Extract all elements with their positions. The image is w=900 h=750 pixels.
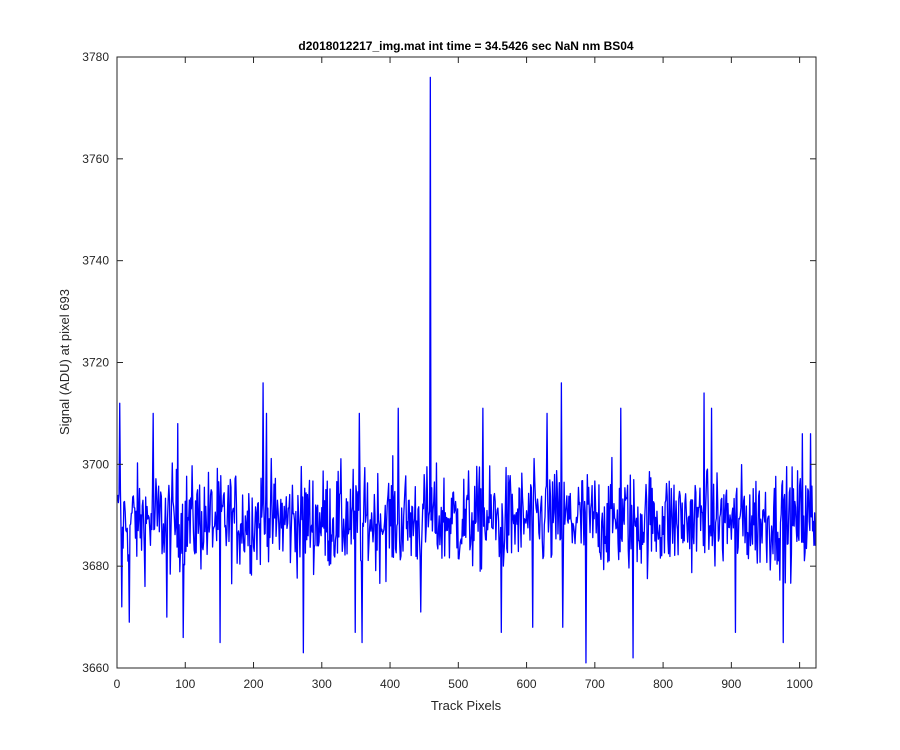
y-tick-label: 3680 <box>82 559 109 573</box>
chart-title: d2018012217_img.mat int time = 34.5426 s… <box>298 39 634 53</box>
x-tick-label: 400 <box>380 677 400 691</box>
y-axis-label: Signal (ADU) at pixel 693 <box>57 289 72 435</box>
y-tick-label: 3740 <box>82 254 109 268</box>
series-layer <box>117 76 817 664</box>
x-tick-label: 200 <box>244 677 264 691</box>
x-ticks: 0 100 200 300 400 500 600 700 800 900 1000 <box>114 57 813 691</box>
x-tick-label: 300 <box>312 677 332 691</box>
x-axis-label: Track Pixels <box>431 698 502 713</box>
x-tick-label: 800 <box>653 677 673 691</box>
x-tick-label: 600 <box>517 677 537 691</box>
x-tick-label: 100 <box>175 677 195 691</box>
x-tick-label: 500 <box>448 677 468 691</box>
x-tick-label: 900 <box>721 677 741 691</box>
series-line <box>117 76 817 664</box>
x-tick-label: 700 <box>585 677 605 691</box>
y-tick-label: 3760 <box>82 152 109 166</box>
plot-area <box>117 57 816 668</box>
x-tick-label: 1000 <box>786 677 813 691</box>
y-tick-label: 3780 <box>82 50 109 64</box>
y-tick-label: 3720 <box>82 356 109 370</box>
y-tick-label: 3660 <box>82 661 109 675</box>
y-tick-label: 3700 <box>82 457 109 471</box>
x-tick-label: 0 <box>114 677 121 691</box>
y-ticks: 3660 3680 3700 3720 3740 3760 3780 <box>82 50 816 675</box>
